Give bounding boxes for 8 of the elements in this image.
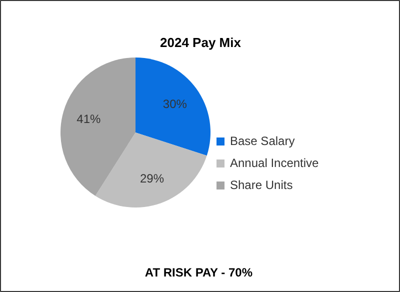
text: AT RISK PAY - 70% bbox=[144, 266, 253, 280]
chart-title: 2024 Pay Mix bbox=[160, 35, 242, 50]
legend-label: Share Units bbox=[230, 178, 293, 192]
data-label: 29% bbox=[140, 171, 164, 186]
legend-label: Base Salary bbox=[230, 134, 295, 148]
data-label: 41% bbox=[76, 112, 102, 126]
legend-label: Annual Incentive bbox=[230, 156, 319, 170]
data-label: 30% bbox=[162, 96, 188, 111]
